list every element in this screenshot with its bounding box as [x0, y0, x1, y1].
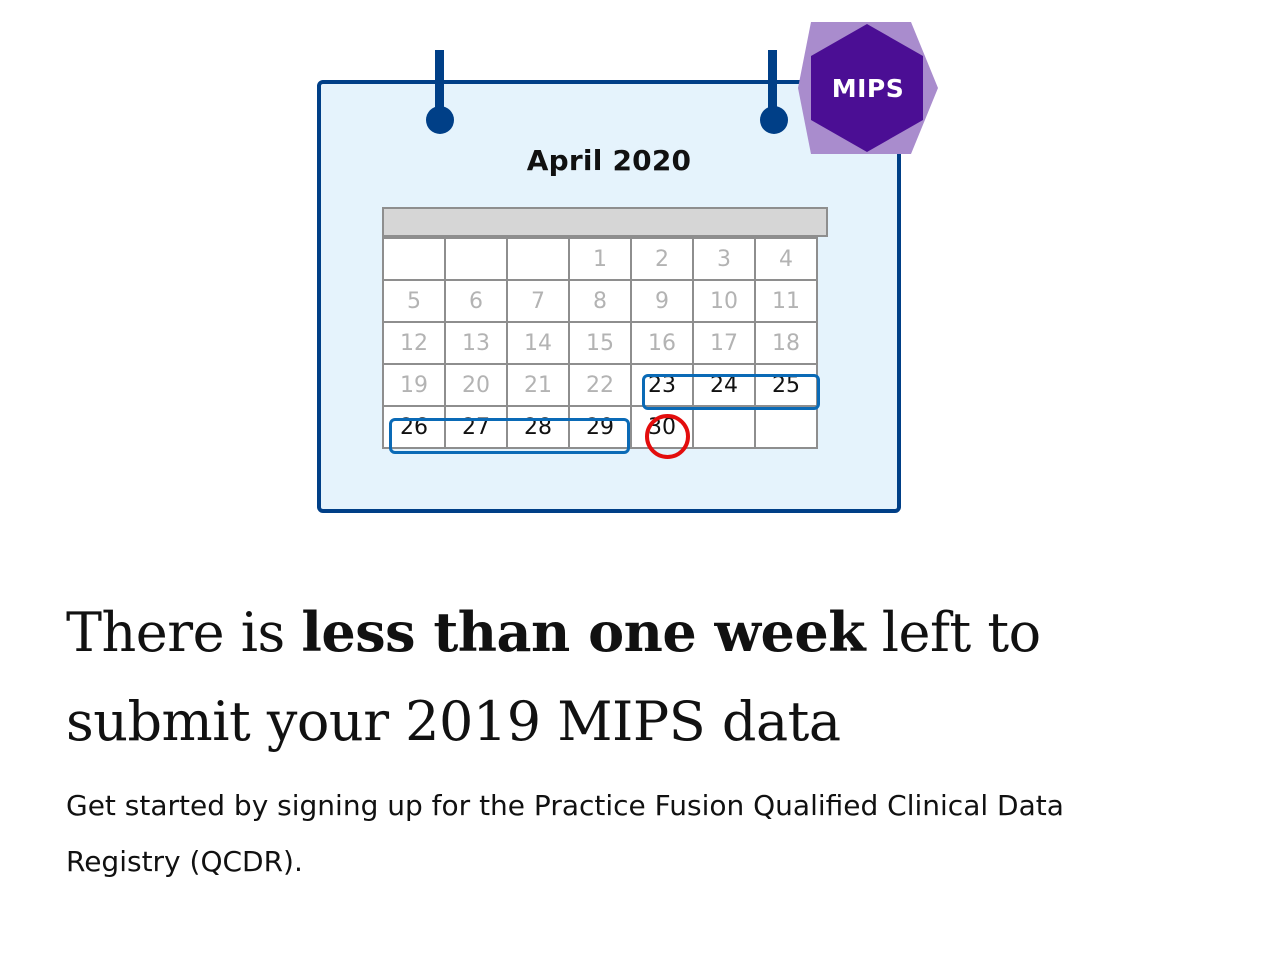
calendar-month-title: April 2020: [526, 144, 692, 177]
calendar-day: 23: [630, 363, 694, 407]
deadline-circle-marker: [645, 414, 690, 459]
calendar-day: 26: [382, 405, 446, 449]
calendar-week: 1 2 3 4: [382, 237, 818, 281]
mips-badge-icon: [798, 22, 938, 154]
calendar-grid: 1 2 3 4 5 6 7 8 9 10 11 12 13 14 15 16 1…: [382, 237, 818, 449]
calendar-day: 19: [382, 363, 446, 407]
final-week-highlight-row-4: [642, 374, 820, 410]
calendar-day: 25: [754, 363, 818, 407]
headline-tail: left to submit your 2019 MIPS data: [66, 601, 1041, 753]
calendar-day: 20: [444, 363, 508, 407]
calendar-day: [444, 237, 508, 281]
calendar-day: 8: [568, 279, 632, 323]
calendar-weekday-header: [382, 207, 828, 237]
calendar-day: 27: [444, 405, 508, 449]
calendar-day: 2: [630, 237, 694, 281]
headline: There is less than one week left to subm…: [66, 588, 1166, 766]
calendar-day: 11: [754, 279, 818, 323]
calendar-day: 14: [506, 321, 570, 365]
calendar-week: 19 20 21 22 23 24 25: [382, 363, 818, 407]
calendar-day: 9: [630, 279, 694, 323]
calendar-day: 7: [506, 279, 570, 323]
calendar-day: 1: [568, 237, 632, 281]
signup-description: Get started by signing up for the Practi…: [66, 789, 1064, 878]
calendar-day: 5: [382, 279, 446, 323]
calendar-ring-left-dot: [426, 106, 454, 134]
calendar-ring-right: [768, 50, 777, 108]
calendar-illustration: April 2020 1 2 3 4 5 6 7 8 9 10 11: [317, 22, 938, 513]
calendar-day: [382, 237, 446, 281]
calendar-day: 17: [692, 321, 756, 365]
calendar-day: 13: [444, 321, 508, 365]
calendar-day: 10: [692, 279, 756, 323]
final-week-highlight-row-5: [389, 418, 630, 454]
calendar-day: 21: [506, 363, 570, 407]
calendar-ring-right-dot: [760, 106, 788, 134]
calendar-day: 12: [382, 321, 446, 365]
calendar-ring-left: [435, 50, 444, 108]
calendar-day: 18: [754, 321, 818, 365]
calendar-week: 5 6 7 8 9 10 11: [382, 279, 818, 323]
headline-lead: There is: [66, 601, 302, 664]
calendar-day: 4: [754, 237, 818, 281]
mips-badge-label: MIPS: [831, 73, 905, 103]
calendar-day: [692, 405, 756, 449]
calendar-day: [506, 237, 570, 281]
calendar-day: 6: [444, 279, 508, 323]
calendar-day: 29: [568, 405, 632, 449]
calendar-day: [754, 405, 818, 449]
calendar-day: 16: [630, 321, 694, 365]
headline-emphasis: less than one week: [301, 600, 866, 664]
calendar-day: 3: [692, 237, 756, 281]
calendar-day: 15: [568, 321, 632, 365]
calendar-day: 22: [568, 363, 632, 407]
calendar-week: 12 13 14 15 16 17 18: [382, 321, 818, 365]
